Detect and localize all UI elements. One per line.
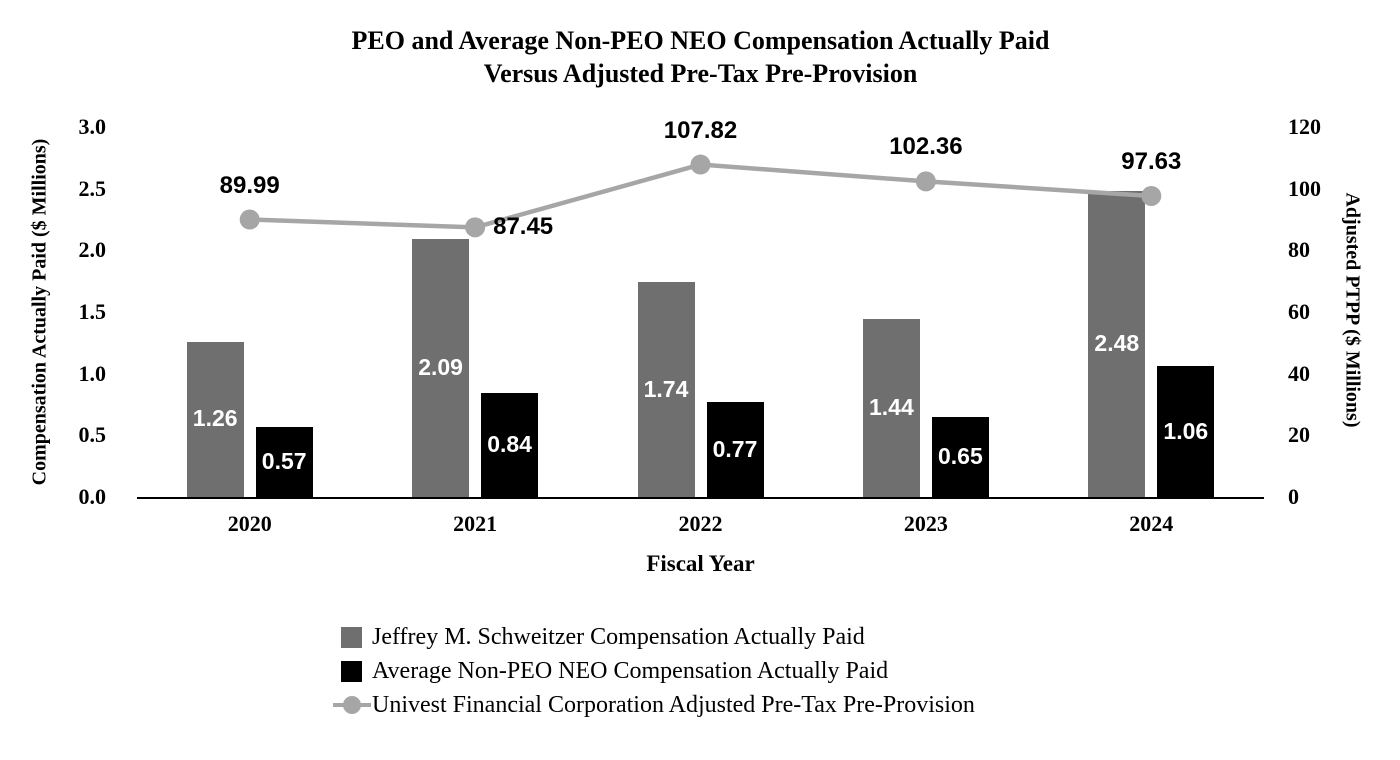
- chart-title-line-2: Versus Adjusted Pre-Tax Pre-Provision: [483, 59, 918, 88]
- x-tick: 2022: [678, 511, 723, 536]
- bar: [412, 239, 470, 497]
- bar: [1088, 191, 1146, 497]
- legend-item-peo-bar: Jeffrey M. Schweitzer Compensation Actua…: [333, 620, 975, 654]
- bar-value-label: 1.26: [192, 405, 238, 432]
- bar: [186, 341, 244, 497]
- chart-title: PEO and Average Non-PEO NEO Compensation…: [137, 24, 1264, 90]
- line-value-label: 89.99: [219, 171, 280, 199]
- y-tick-left: 3.0: [78, 114, 107, 139]
- y-tick-right: 100: [1288, 175, 1321, 201]
- bar-value-label: 1.44: [869, 394, 914, 421]
- line-point-marker-icon: [239, 209, 260, 230]
- legend-item-ptpp-line: Univest Financial Corporation Adjusted P…: [333, 688, 975, 722]
- y-tick-left: 2.0: [78, 237, 107, 263]
- line-value-label: 97.63: [1121, 147, 1182, 175]
- bar: [1157, 366, 1215, 497]
- line-point-marker-icon: [915, 171, 936, 192]
- y-tick-right: 60: [1288, 299, 1310, 324]
- line-value-label: 87.45: [493, 213, 554, 241]
- line-value-label: 107.82: [663, 116, 738, 144]
- line-marker-dot-icon: [343, 696, 361, 714]
- line-point-marker-icon: [690, 154, 711, 175]
- x-axis-title: Fiscal Year: [646, 551, 755, 576]
- y-tick-right: 40: [1288, 360, 1310, 386]
- legend-swatch-cell: [333, 694, 372, 716]
- gray-bar-swatch-icon: [341, 627, 362, 648]
- legend-label: Jeffrey M. Schweitzer Compensation Actua…: [372, 624, 865, 650]
- legend-label: Average Non-PEO NEO Compensation Actuall…: [372, 658, 889, 684]
- y-tick-right: 80: [1288, 237, 1310, 263]
- bar: [706, 402, 764, 497]
- y-tick-left: 0.5: [78, 422, 107, 448]
- y-tick-right: 20: [1288, 422, 1310, 448]
- bar-value-label: 0.84: [487, 431, 532, 458]
- y-tick-left: 1.5: [78, 299, 107, 324]
- legend-swatch-cell: [333, 660, 372, 682]
- bar-value-label: 1.74: [643, 375, 689, 402]
- bar: [931, 416, 989, 497]
- bar: [862, 319, 920, 497]
- legend-swatch-cell: [333, 626, 372, 648]
- x-tick: 2020: [227, 511, 272, 536]
- bar: [255, 426, 313, 497]
- x-tick: 2021: [453, 511, 498, 536]
- legend-label: Univest Financial Corporation Adjusted P…: [372, 692, 975, 718]
- y-tick-right: 120: [1288, 114, 1321, 139]
- x-tick: 2024: [1129, 511, 1174, 536]
- y-tick-left: 1.0: [78, 360, 107, 386]
- bar: [637, 282, 695, 497]
- ptpp-line-series: [239, 154, 1162, 238]
- bar-value-label: 2.09: [418, 354, 463, 381]
- chart-title-line-1: PEO and Average Non-PEO NEO Compensation…: [351, 26, 1050, 55]
- black-bar-swatch-icon: [341, 661, 362, 682]
- y-tick-right: 0: [1288, 484, 1299, 509]
- x-tick: 2023: [903, 511, 948, 536]
- plot-area: 1.26 2.09 1.74 1.44 2.48 0.57 0.84 0.77 0.65 1.06…: [137, 117, 1264, 499]
- line-point-marker-icon: [465, 217, 486, 238]
- y-tick-left: 2.5: [78, 175, 107, 201]
- bar-value-label: 2.48: [1094, 330, 1140, 357]
- bar: [481, 393, 539, 497]
- legend: Jeffrey M. Schweitzer Compensation Actua…: [333, 620, 975, 722]
- bar-value-label: 1.06: [1163, 417, 1209, 444]
- y-tick-left: 0.0: [78, 484, 107, 509]
- bar-value-label: 0.57: [261, 447, 307, 474]
- line-value-label: 102.36: [889, 133, 963, 161]
- line-point-marker-icon: [1141, 185, 1162, 206]
- legend-item-nonpeo-bar: Average Non-PEO NEO Compensation Actuall…: [333, 654, 975, 688]
- bar-value-label: 0.65: [938, 442, 983, 469]
- bar-value-label: 0.77: [712, 435, 758, 462]
